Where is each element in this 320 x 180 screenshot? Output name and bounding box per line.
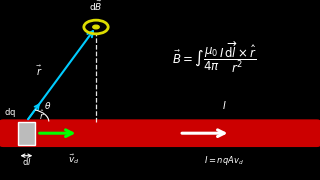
Text: $\vec{v}_d$: $\vec{v}_d$ bbox=[68, 153, 79, 166]
Bar bbox=[18, 122, 35, 145]
Text: $\vec{B} = \int\dfrac{\mu_0}{4\pi}\dfrac{I\,\overrightarrow{\mathrm{d}l}\times\h: $\vec{B} = \int\dfrac{\mu_0}{4\pi}\dfrac… bbox=[172, 40, 257, 75]
Text: $\hat{r}$: $\hat{r}$ bbox=[39, 109, 45, 122]
Text: $I = nqAv_d$: $I = nqAv_d$ bbox=[204, 154, 244, 167]
FancyBboxPatch shape bbox=[0, 119, 320, 147]
Text: $\theta$: $\theta$ bbox=[44, 100, 51, 111]
Text: $I$: $I$ bbox=[222, 99, 226, 111]
Circle shape bbox=[93, 25, 99, 29]
Text: $\mathrm{d}\vec{B}$: $\mathrm{d}\vec{B}$ bbox=[89, 0, 103, 13]
Text: $\vec{r}$: $\vec{r}$ bbox=[36, 64, 43, 78]
Text: $\mathrm{d}l$: $\mathrm{d}l$ bbox=[22, 156, 31, 167]
Text: $\mathrm{dq}$: $\mathrm{dq}$ bbox=[4, 106, 16, 119]
